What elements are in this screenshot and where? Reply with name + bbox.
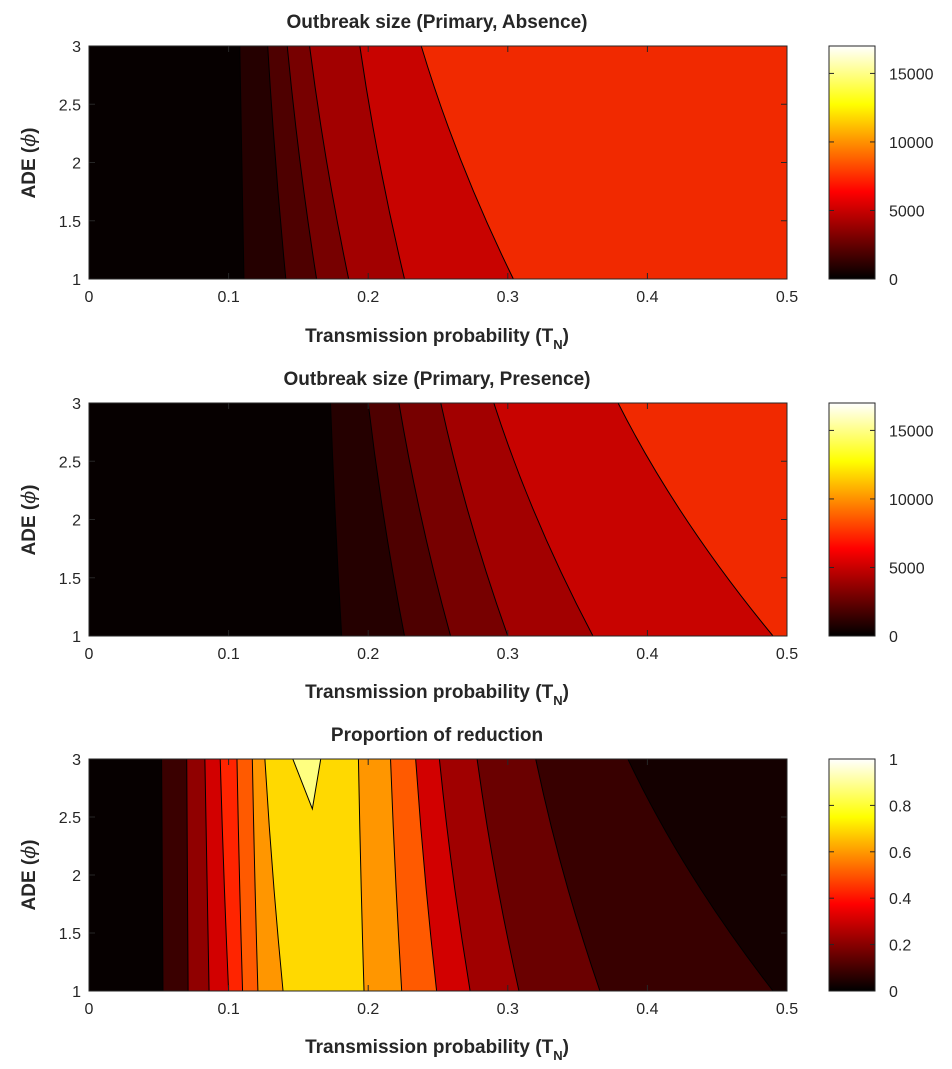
panel-2-y-axis-label-symbol: ϕ <box>18 491 40 504</box>
panel-2-colorbar-ticks: 0 5000 10000 15000 <box>829 423 934 646</box>
panel-2-y-tick-label: 1.5 <box>59 571 81 588</box>
panel-2-y-axis-label-text: ADE ( <box>19 503 40 555</box>
panel-2-y-tick-label: 2.5 <box>59 454 81 471</box>
panel-1-y-axis-label-text: ADE ( <box>19 146 40 198</box>
panel-3-y-axis-label: ADE (ϕ) <box>18 839 40 910</box>
panel-3-y-tick-label: 2 <box>72 868 81 885</box>
panel-2-title: Outbreak size (Primary, Presence) <box>284 369 591 390</box>
panel-1-colorbar-tick-label: 10000 <box>889 135 934 152</box>
panel-3-y-axis-label-close: ) <box>19 839 40 845</box>
panel-2-y-axis-label: ADE (ϕ) <box>18 484 40 555</box>
panel-1-y-tick-label: 2 <box>72 156 81 173</box>
panel-2-x-tick-label: 0.2 <box>357 646 379 663</box>
panel-3-x-tick-label: 0 <box>85 1001 94 1018</box>
panel-1-title: Outbreak size (Primary, Absence) <box>287 12 588 33</box>
panel-1-colorbar-gradient <box>828 45 876 280</box>
panel-1-colorbar: 0 5000 10000 15000 <box>828 45 934 289</box>
panel-2-y-tick-label: 1 <box>72 629 81 646</box>
panel-1-x-tick-label: 0.2 <box>357 289 379 306</box>
panel-2-plot-area <box>88 402 788 637</box>
panel-1-colorbar-tick-label: 5000 <box>889 203 925 220</box>
panel-3-colorbar-tick-label: 0.6 <box>889 845 911 862</box>
panel-3-x-tick-label: 0.5 <box>776 1001 798 1018</box>
panel-2-colorbar-tick-label: 15000 <box>889 423 934 440</box>
panel-1-y-axis-label-close: ) <box>19 127 40 133</box>
panel-1-y-tick-label: 3 <box>72 39 81 56</box>
panel-3-colorbar-gradient <box>828 758 876 992</box>
panel-3-colorbar: 0 0.2 0.4 0.6 0.8 1 <box>828 752 911 1001</box>
panel-3-y-tick-label: 1 <box>72 984 81 1001</box>
panel-2-x-tick-label: 0.5 <box>776 646 798 663</box>
panel-2-y-tick-label: 2 <box>72 513 81 530</box>
panel-2-colorbar-tick-label: 10000 <box>889 492 934 509</box>
panel-3-x-tick-label: 0.3 <box>497 1001 519 1018</box>
panel-2-x-tick-label: 0 <box>85 646 94 663</box>
panel-2-x-tick-label: 0.4 <box>636 646 658 663</box>
panel-2-y-axis-label-close: ) <box>19 484 40 490</box>
panel-3-colorbar-tick-label: 0.8 <box>889 798 911 815</box>
panel-2-y-tick-label: 3 <box>72 396 81 413</box>
panel-3-colorbar-tick-label: 0 <box>889 984 898 1001</box>
panel-3-y-ticks: 1 1.5 2 2.5 3 <box>59 752 787 1001</box>
panel-2-x-ticks: 0 0.1 0.2 0.3 0.4 0.5 <box>85 403 798 663</box>
panel-3-colorbar-tick-label: 1 <box>889 752 898 769</box>
panel-1-x-tick-label: 0 <box>85 289 94 306</box>
panel-3: Proportion of reduction 0 0.1 0.2 0.3 0.4 0.5… <box>18 725 911 1063</box>
panel-3-y-tick-label: 3 <box>72 752 81 769</box>
panel-1-colorbar-tick-label: 15000 <box>889 66 934 83</box>
panel-3-y-axis-label-text: ADE ( <box>19 858 40 910</box>
panel-3-x-axis-label-close: ) <box>563 1037 569 1058</box>
panel-3-colorbar-tick-label: 0.4 <box>889 891 911 908</box>
panel-1: Outbreak size (Primary, Absence) 0 0.1 0.2… <box>18 12 934 352</box>
panel-1-x-axis-label-text: Transmission probability (T <box>305 326 553 347</box>
panel-1-y-axis-label: ADE (ϕ) <box>18 127 40 198</box>
panel-3-y-tick-label: 1.5 <box>59 926 81 943</box>
panel-3-title: Proportion of reduction <box>331 725 543 746</box>
panel-3-x-tick-label: 0.4 <box>636 1001 658 1018</box>
panel-3-plot-area <box>88 758 788 992</box>
panel-1-x-tick-label: 0.4 <box>636 289 658 306</box>
panel-2: Outbreak size (Primary, Presence) 0 0.1 0.… <box>18 369 934 708</box>
panel-1-x-axis-label: Transmission probability (TN) <box>305 326 569 352</box>
panel-2-colorbar-gradient <box>828 402 876 637</box>
panel-3-x-tick-label: 0.2 <box>357 1001 379 1018</box>
panel-3-x-axis-label: Transmission probability (TN) <box>305 1037 569 1063</box>
panel-3-x-axis-label-text: Transmission probability (T <box>305 1037 553 1058</box>
panel-2-colorbar: 0 5000 10000 15000 <box>828 402 934 646</box>
panel-2-x-tick-label: 0.3 <box>497 646 519 663</box>
panel-1-colorbar-ticks: 0 5000 10000 15000 <box>829 66 934 289</box>
panel-1-x-tick-label: 0.3 <box>497 289 519 306</box>
panel-2-x-axis-label-subscript: N <box>553 693 562 708</box>
panel-2-x-axis-label-close: ) <box>563 682 569 703</box>
panel-2-y-ticks: 1 1.5 2 2.5 3 <box>59 396 787 646</box>
panel-1-x-ticks: 0 0.1 0.2 0.3 0.4 0.5 <box>85 46 798 306</box>
panel-2-x-axis-label: Transmission probability (TN) <box>305 682 569 708</box>
panel-1-y-axis-label-symbol: ϕ <box>18 134 40 147</box>
panel-1-y-tick-label: 1 <box>72 272 81 289</box>
panel-1-y-tick-label: 1.5 <box>59 214 81 231</box>
panel-3-x-tick-label: 0.1 <box>217 1001 239 1018</box>
panel-3-x-ticks: 0 0.1 0.2 0.3 0.4 0.5 <box>85 759 798 1018</box>
panel-1-y-tick-label: 2.5 <box>59 97 81 114</box>
panel-3-colorbar-ticks: 0 0.2 0.4 0.6 0.8 1 <box>829 752 911 1001</box>
panel-1-x-tick-label: 0.1 <box>217 289 239 306</box>
panel-3-colorbar-tick-label: 0.2 <box>889 938 911 955</box>
panel-3-x-axis-label-subscript: N <box>553 1048 562 1063</box>
panel-2-colorbar-tick-label: 0 <box>889 629 898 646</box>
panel-2-x-axis-label-text: Transmission probability (T <box>305 682 553 703</box>
panel-3-y-tick-label: 2.5 <box>59 810 81 827</box>
panel-1-colorbar-tick-label: 0 <box>889 272 898 289</box>
panel-2-x-tick-label: 0.1 <box>217 646 239 663</box>
panel-1-x-axis-label-close: ) <box>563 326 569 347</box>
panel-1-x-tick-label: 0.5 <box>776 289 798 306</box>
panel-1-y-ticks: 1 1.5 2 2.5 3 <box>59 39 787 289</box>
panel-2-colorbar-tick-label: 5000 <box>889 560 925 577</box>
panel-1-plot-area <box>88 45 788 280</box>
panel-1-x-axis-label-subscript: N <box>553 337 562 352</box>
panel-3-y-axis-label-symbol: ϕ <box>18 846 40 859</box>
